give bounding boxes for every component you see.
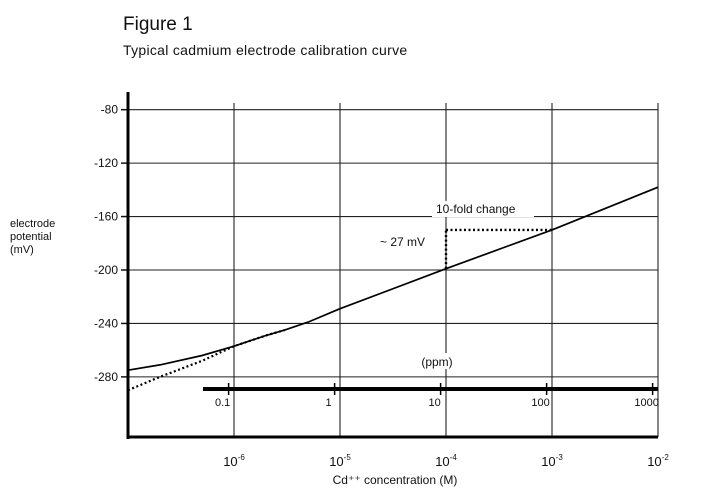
x-tick-label-1: 10-5 — [329, 453, 351, 469]
ppm-tick-label-2: 10 — [428, 397, 440, 409]
ppm-tick-label-3: 100 — [531, 397, 549, 409]
figure-title: Figure 1 — [123, 14, 193, 35]
annotation-mv-change: ~ 27 mV — [380, 235, 425, 249]
y-axis-label: electrode potential (mV) — [10, 218, 55, 257]
x-tick-label-0: 10-6 — [223, 453, 245, 469]
y-axis-label-line-2: potential — [10, 231, 52, 243]
y-axis-label-line-3: (mV) — [10, 244, 34, 256]
x-tick-label-2: 10-4 — [435, 453, 457, 469]
y-tick-label-1: -120 — [94, 156, 118, 170]
series-line-dotted — [127, 329, 285, 392]
annotation-fold-change: 10-fold change — [436, 202, 516, 216]
ppm-tick-label-0: 0.1 — [215, 397, 230, 409]
y-tick-label-3: -200 — [94, 263, 118, 277]
x-tick-label-3: 10-3 — [541, 453, 563, 469]
ppm-tick-label-1: 1 — [326, 397, 332, 409]
x-axis-label: Cd⁺⁺ concentration (M) — [333, 473, 458, 487]
series-line-solid — [127, 186, 659, 372]
y-tick-label-2: -160 — [94, 210, 118, 224]
ppm-axis-label: (ppm) — [421, 355, 452, 369]
y-axis-label-line-1: electrode — [10, 218, 56, 230]
y-tick-label-4: -240 — [94, 316, 118, 330]
x-tick-label-4: 10-2 — [647, 453, 669, 469]
y-tick-label-5: -280 — [94, 370, 118, 384]
fold-change-label-bg — [432, 201, 534, 217]
ppm-tick-label-4: 1000 — [634, 397, 658, 409]
figure-subtitle: Typical cadmium electrode calibration cu… — [123, 42, 408, 58]
ppm-label-bg — [414, 353, 460, 369]
y-tick-label-0: -80 — [101, 103, 119, 117]
